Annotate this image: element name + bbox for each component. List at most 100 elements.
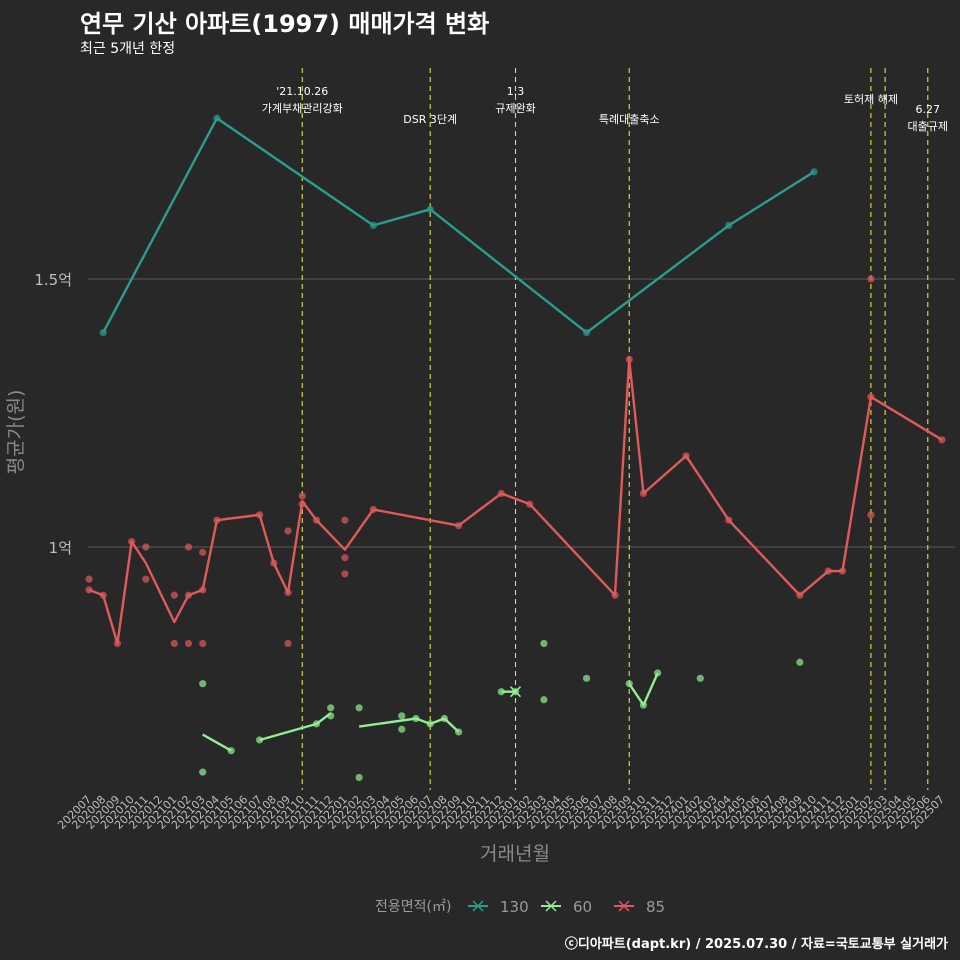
cross-stroke [509,686,522,698]
y-tick-label: 1억 [49,539,72,557]
data-point-85 [85,586,93,594]
legend-item-85: 85 [614,898,665,916]
data-point-85 [838,567,847,575]
data-point-85 [170,639,178,648]
legend-key-cross [472,900,484,912]
legend-item-130: 130 [468,898,529,916]
policy-lines [301,68,929,790]
data-point-60 [355,704,363,712]
data-point-85 [298,500,306,508]
data-point-130 [213,114,221,122]
data-point-85 [284,527,292,535]
data-point-85 [113,639,122,648]
footer-credit: ⓒ디아파트(dapt.kr) / 2025.07.30 / 자료=국토교통부 실… [564,937,948,952]
data-point-85 [298,492,306,500]
data-point-130 [426,205,434,213]
data-point-85 [256,511,264,519]
policy-label: 6.27 [916,103,941,116]
data-point-60 [654,669,662,677]
data-point-60 [256,736,264,744]
data-point-60 [625,680,633,688]
data-point-85 [199,548,207,556]
data-point-85 [184,591,193,599]
y-tick-label: 1.5억 [34,271,72,289]
policy-label: 특례대출축소 [599,113,660,126]
data-point-85 [682,452,690,460]
series-line-60 [259,712,332,742]
data-point-85 [867,275,875,283]
data-point-85 [867,393,875,401]
legend-label: 60 [573,898,592,916]
data-point-85 [199,639,207,648]
data-point-60 [327,712,335,720]
series-line-60 [628,672,659,707]
policy-label: DSR 3단계 [403,113,457,126]
data-point-85 [625,355,633,363]
data-point-60 [398,725,406,733]
data-point-60 [582,674,591,682]
data-point-85 [341,554,349,562]
data-point-60 [227,747,235,755]
policy-label: 1.3 [507,85,525,98]
data-point-60 [199,680,207,688]
series-130 [99,114,818,337]
data-point-85 [455,521,463,530]
policy-label: '21.10.26 [276,85,328,98]
legend-label: 130 [500,898,529,916]
data-point-85 [142,575,150,583]
data-point-85 [639,489,648,497]
data-point-130 [99,329,107,337]
chart-subtitle: 최근 5개년 한정 [80,41,176,57]
chart-title: 연무 기산 아파트(1997) 매매가격 변화 [80,10,490,38]
data-point-85 [142,543,150,551]
series-60 [199,639,804,782]
data-point-60 [412,714,420,723]
data-point-85 [369,505,377,514]
data-point-60 [327,704,335,712]
data-point-60 [312,720,321,728]
series-line-85 [88,358,943,645]
data-point-60 [639,701,648,709]
data-point-60 [355,773,363,782]
policy-label: 대출규제 [908,120,948,133]
y-axis-title: 평균가(원) [5,390,27,475]
data-point-85 [611,591,619,599]
legend-label: 85 [646,898,665,916]
legend: 전용면적(㎡) 130 60 85 [375,898,665,916]
data-point-130 [810,168,818,176]
data-point-60 [199,768,207,776]
series-layer [85,114,946,782]
policy-label: 가계부채관리강화 [262,102,343,115]
legend-key-cross [618,900,630,912]
data-point-85 [284,588,292,597]
axes: 1억1.5억평균가(원)2020072020082020092020102020… [5,271,947,865]
grid [88,278,955,548]
policy-label: 규제완화 [495,102,535,115]
series-line-60 [202,733,232,752]
policy-label: 토허제 해제 [844,92,898,106]
data-point-85 [312,516,321,524]
data-point-60 [426,720,434,728]
data-point-130 [725,221,733,229]
data-point-130 [582,329,591,337]
cross-marker-60 [509,686,522,698]
data-point-85 [796,591,804,599]
data-point-85 [497,489,505,497]
data-point-85 [938,436,946,444]
data-point-130 [369,221,377,229]
data-point-85 [85,575,93,583]
data-point-85 [99,591,107,599]
data-point-85 [341,516,349,524]
data-point-60 [540,639,548,648]
legend-title: 전용면적(㎡) [375,899,451,915]
data-point-85 [170,591,178,599]
data-point-60 [540,696,548,704]
data-point-60 [696,674,704,682]
series-line-130 [102,117,815,334]
data-point-85 [184,639,193,648]
data-point-85 [824,567,832,575]
data-point-85 [341,570,349,578]
series-85 [85,275,946,648]
